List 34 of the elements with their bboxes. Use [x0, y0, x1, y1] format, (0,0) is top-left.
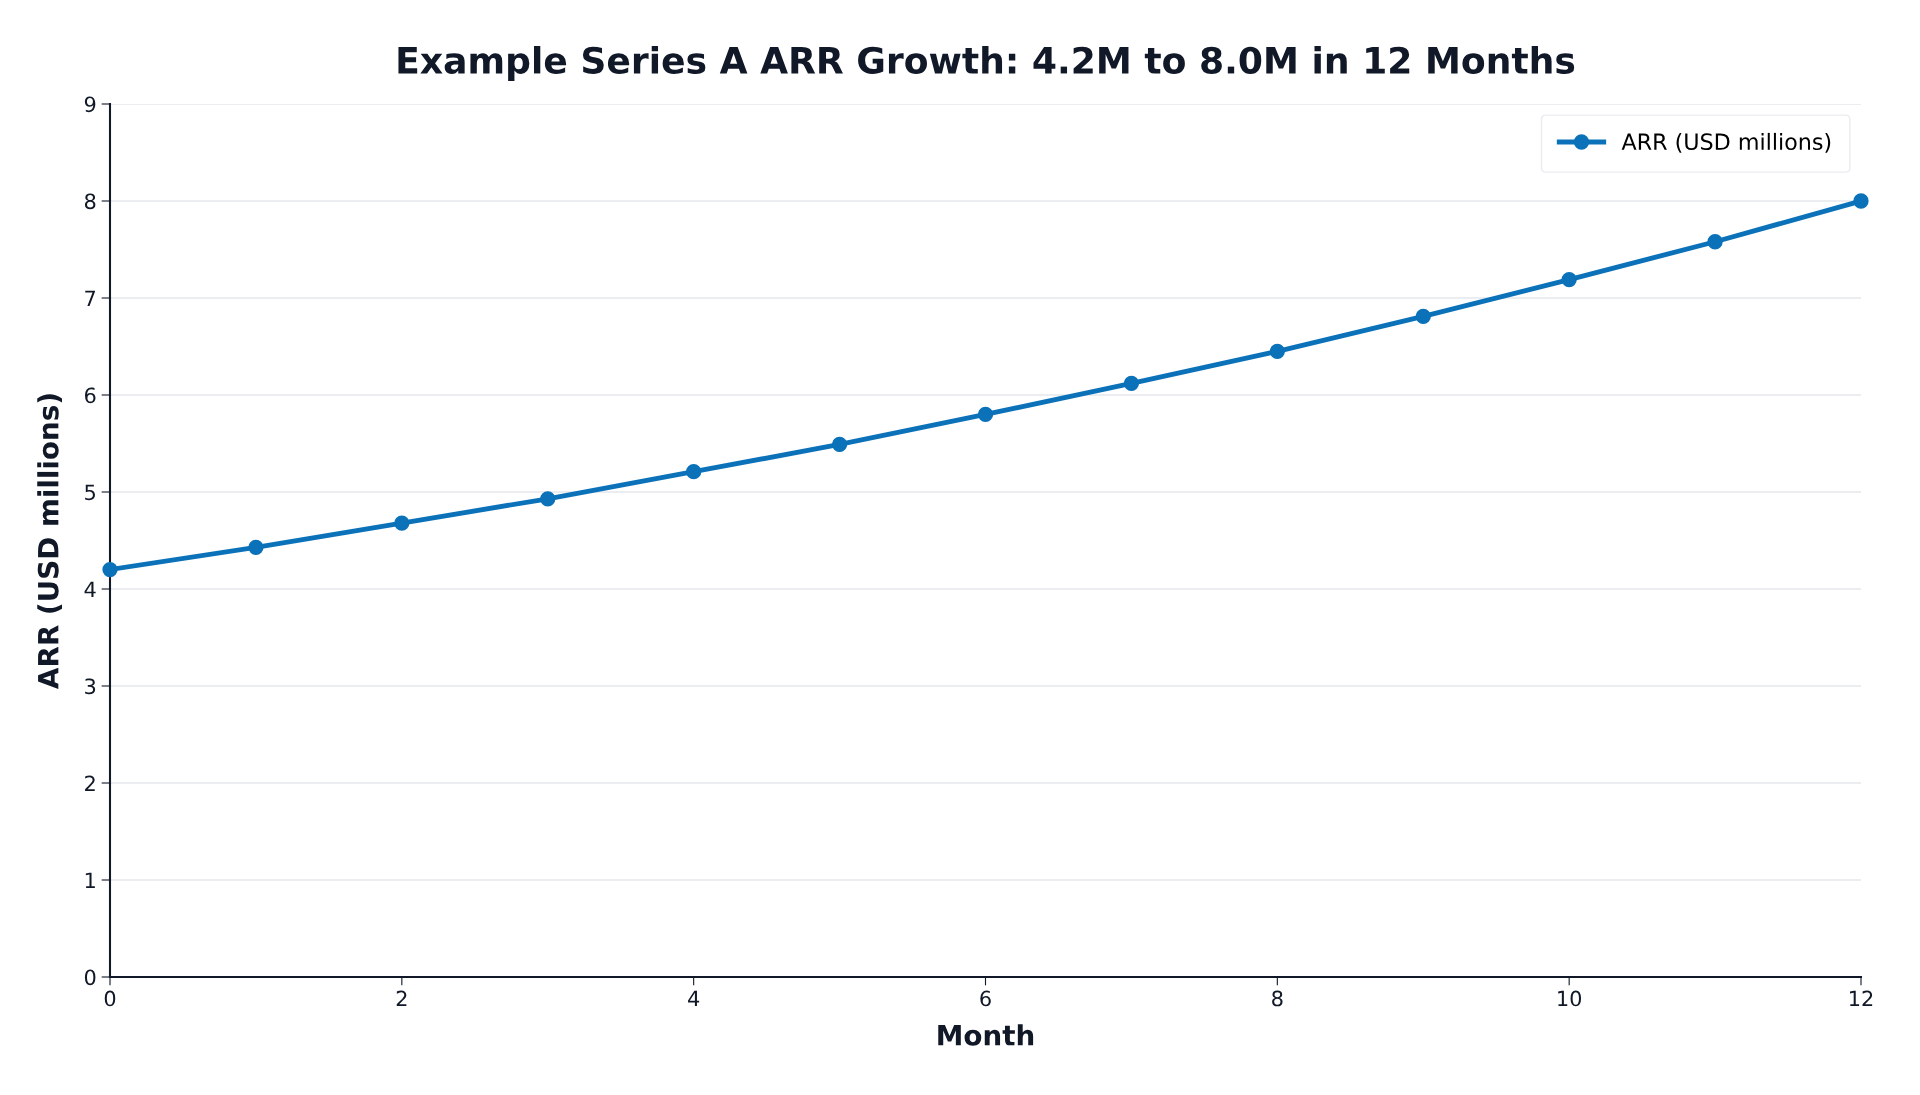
point — [1269, 343, 1285, 359]
x-tick-label: 2 — [396, 990, 407, 1007]
point — [1561, 271, 1577, 288]
y-tick-label: 4 — [84, 581, 96, 597]
point — [1707, 234, 1723, 250]
x-tick-label: 12 — [1850, 990, 1873, 1007]
x-tick-label: 8 — [1272, 990, 1283, 1007]
point — [686, 463, 702, 480]
point — [1123, 375, 1140, 391]
y-tick-label: 1 — [85, 872, 95, 888]
x-tick-label: 0 — [104, 990, 116, 1007]
point — [1415, 308, 1431, 325]
point — [102, 561, 118, 578]
point — [540, 491, 556, 507]
y-tick-label: 0 — [84, 969, 96, 986]
y-tick-label: 2 — [85, 775, 95, 791]
y-tick-label: 9 — [84, 96, 96, 113]
y-tick-label: 6 — [85, 387, 96, 404]
x-axis-title: Month — [938, 1024, 1034, 1046]
x-tick-label: 10 — [1558, 990, 1582, 1007]
point — [977, 406, 994, 423]
x-tick-label: 6 — [980, 990, 991, 1007]
chart-title: Example Series A ARR Growth: 4.2M to 8.0M in 12 Months — [398, 46, 1575, 81]
y-tick-label: 7 — [85, 290, 96, 306]
x-tick-label: 4 — [688, 990, 700, 1007]
point — [248, 539, 264, 555]
legend-label: ARR (USD millions) — [1621, 132, 1831, 153]
y-axis-title: ARR (USD millions) — [37, 394, 62, 689]
y-tick-label: 3 — [85, 678, 96, 695]
point — [1853, 193, 1869, 209]
y-tick-label: 5 — [85, 484, 95, 501]
y-tick-label: 8 — [84, 193, 96, 210]
point — [831, 436, 848, 453]
point — [394, 515, 410, 531]
